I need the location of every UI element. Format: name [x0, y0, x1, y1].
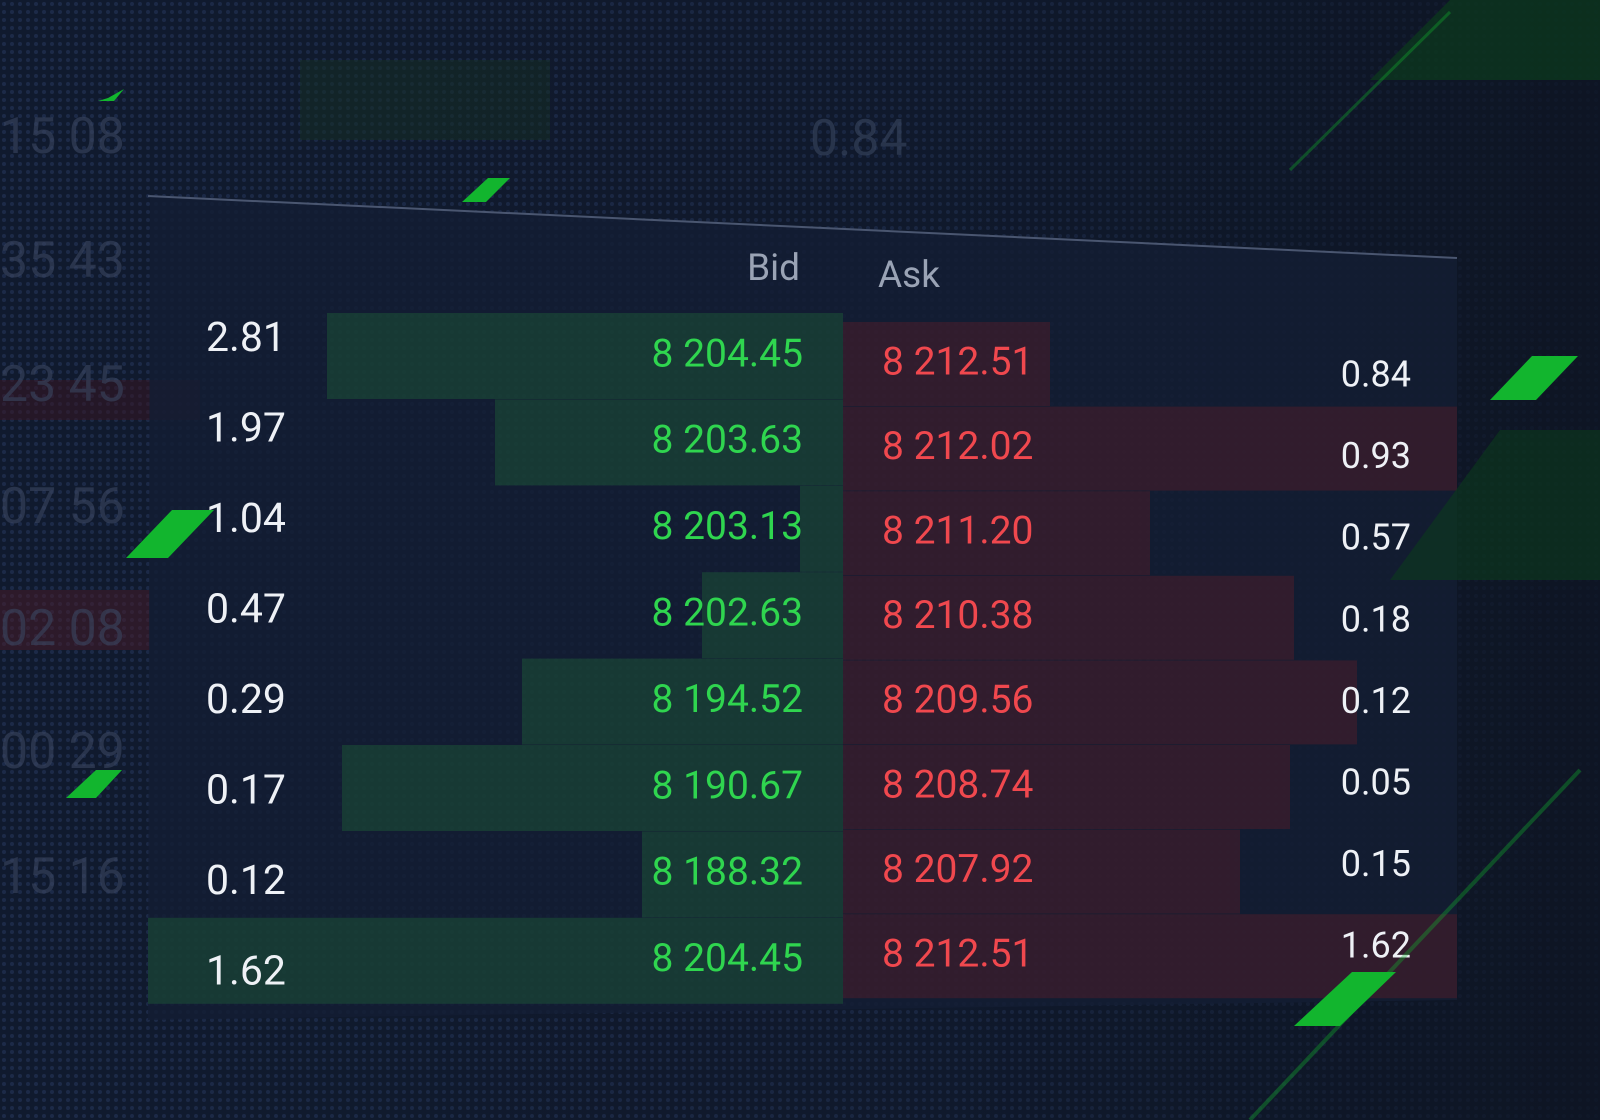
bid-price: 8 203.63 — [652, 417, 803, 463]
background-label: 15 08 — [0, 108, 125, 166]
ask-price: 8 212.51 — [882, 338, 1033, 384]
ask-price: 8 207.92 — [882, 846, 1033, 892]
bid-depth-bar — [327, 313, 843, 399]
bid-price: 8 194.52 — [652, 676, 803, 722]
bid-depth-bar — [800, 485, 843, 572]
bid-size: 2.81 — [206, 314, 286, 362]
ask-depth-bar — [843, 660, 1357, 745]
ask-depth-bar — [843, 322, 1050, 406]
ask-header: Ask — [878, 254, 940, 297]
order-row: 0.47 8 202.63 8 210.38 0.18 — [206, 585, 1411, 640]
order-row: 0.12 8 188.32 8 207.92 0.15 — [206, 843, 1411, 905]
ask-depth-bar — [843, 406, 1457, 491]
bid-depth-bar — [642, 831, 843, 918]
ask-size: 0.93 — [1341, 435, 1411, 477]
ask-depth-bar — [843, 575, 1294, 660]
order-row: 1.04 8 203.13 8 211.20 0.57 — [206, 495, 1411, 559]
order-row: 0.17 8 190.67 8 208.74 0.05 — [206, 761, 1411, 814]
shard — [1490, 356, 1578, 400]
bid-price: 8 203.13 — [652, 503, 803, 549]
ask-size: 0.12 — [1341, 680, 1411, 722]
order-row: 0.29 8 194.52 8 209.56 0.12 — [206, 676, 1411, 724]
shard — [1390, 430, 1600, 580]
ask-size: 0.18 — [1341, 598, 1411, 640]
ask-price: 8 212.02 — [882, 423, 1033, 469]
bid-price: 8 190.67 — [652, 762, 803, 808]
decor — [66, 0, 1600, 1120]
ask-price: 8 208.74 — [882, 761, 1034, 807]
shard — [66, 770, 122, 798]
ask-price: 8 210.38 — [882, 592, 1033, 638]
bid-price: 8 204.45 — [652, 330, 803, 376]
ask-price: 8 211.20 — [882, 507, 1033, 553]
ask-depth-bar — [843, 829, 1240, 914]
bid-depth-bar — [148, 917, 843, 1004]
ask-depth-bar — [843, 745, 1290, 829]
background-label: 23 45 — [0, 356, 125, 414]
ask-size: 0.57 — [1341, 517, 1411, 559]
streak — [1248, 768, 1582, 1120]
bid-price: 8 204.45 — [652, 935, 803, 981]
bid-price: 8 202.63 — [652, 589, 803, 635]
bid-size: 0.47 — [206, 585, 286, 633]
bid-depth-bar — [522, 658, 843, 745]
shard — [1370, 0, 1600, 80]
bid-depth-bar — [495, 399, 843, 486]
shard — [1294, 972, 1396, 1026]
rows: 2.81 8 204.45 8 212.51 0.84 1.97 8 203.63 8 21… — [206, 314, 1411, 996]
bid-depth-bar — [342, 745, 843, 831]
ask-price: 8 212.51 — [882, 930, 1033, 976]
ask-depth-bar — [843, 491, 1150, 576]
bid-depth-bar — [702, 572, 843, 659]
order-row: 1.62 8 204.45 8 212.51 1.62 — [206, 925, 1411, 996]
bid-header: Bid — [747, 247, 800, 290]
bid-size: 0.12 — [206, 857, 286, 905]
background-label: 35 43 — [0, 232, 125, 290]
depth-bars — [148, 313, 1457, 1004]
ask-size: 0.84 — [1341, 354, 1411, 396]
background-label: 02 08 — [0, 600, 125, 658]
bid-size: 1.62 — [206, 947, 286, 995]
ask-size: 1.62 — [1341, 925, 1411, 967]
order-row: 1.97 8 203.63 8 212.02 0.93 — [206, 404, 1411, 477]
bid-price: 8 188.32 — [652, 849, 803, 895]
shard — [98, 89, 124, 101]
bid-size: 0.29 — [206, 676, 286, 724]
background-label: 0.84 — [810, 110, 908, 168]
panel-edge — [147, 195, 1458, 259]
order-row: 2.81 8 204.45 8 212.51 0.84 — [206, 314, 1411, 396]
background-label: 07 56 — [0, 478, 125, 536]
bid-size: 0.17 — [206, 766, 286, 814]
bid-size: 1.04 — [206, 495, 286, 543]
bid-size: 1.97 — [206, 404, 286, 452]
ask-price: 8 209.56 — [882, 677, 1033, 723]
shard — [126, 510, 214, 558]
shard — [462, 178, 510, 202]
ask-size: 0.15 — [1341, 843, 1411, 885]
streak — [1288, 10, 1452, 172]
ask-size: 0.05 — [1341, 762, 1411, 804]
background-label: 15 16 — [0, 848, 125, 906]
